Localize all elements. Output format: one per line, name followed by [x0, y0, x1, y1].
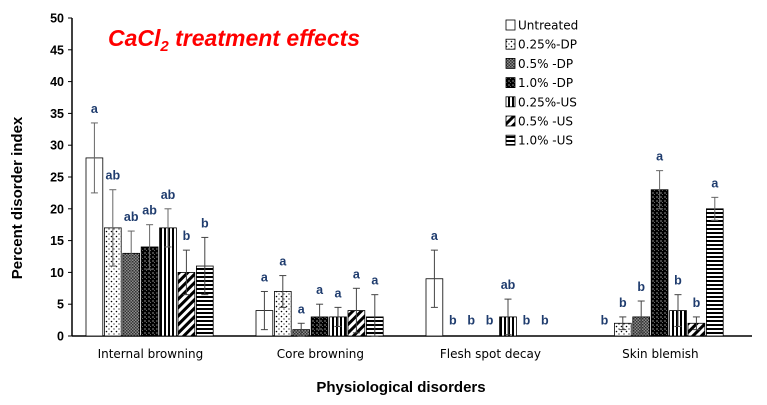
legend-label: 1.0% -DP — [518, 76, 573, 90]
significance-letter: a — [371, 274, 379, 288]
significance-letter: b — [523, 314, 531, 328]
legend-swatch — [505, 19, 516, 31]
legend-label: 0.5% -DP — [518, 57, 573, 71]
legend-swatch — [505, 134, 516, 146]
bar — [650, 189, 669, 337]
legend-label: Untreated — [518, 19, 578, 33]
significance-letter: a — [335, 286, 343, 300]
category-label: Flesh spot decay — [440, 347, 541, 361]
bar — [706, 208, 724, 337]
significance-letter: a — [279, 255, 287, 269]
significance-letter: b — [619, 296, 627, 310]
y-tick-label: 20 — [50, 202, 64, 216]
y-tick-label: 0 — [57, 330, 64, 344]
y-tick-label: 35 — [50, 107, 64, 121]
significance-letter: b — [637, 280, 645, 294]
category-label: Internal browning — [98, 347, 204, 361]
significance-letter: a — [91, 102, 99, 116]
y-tick-label: 40 — [50, 75, 64, 89]
x-axis-label: Physiological disorders — [316, 379, 485, 396]
significance-letter: ab — [501, 278, 516, 292]
category-label: Skin blemish — [622, 347, 699, 361]
significance-letter: b — [541, 314, 549, 328]
significance-letter: a — [711, 176, 719, 190]
category-label: Core browning — [277, 347, 364, 361]
y-tick-label: 45 — [50, 43, 64, 57]
legend: Untreated 0.25%-DP 0.5% -DP 1.0% -DP 0.25%-U… — [505, 19, 578, 148]
significance-letter: b — [183, 229, 191, 243]
significance-letter: b — [449, 314, 457, 328]
significance-letter: ab — [142, 204, 157, 218]
significance-letter: b — [601, 314, 609, 328]
significance-letter: a — [431, 229, 439, 243]
chart-title: CaCl2 treatment effects — [108, 25, 360, 55]
significance-letter: a — [261, 270, 269, 284]
significance-letter: ab — [124, 210, 139, 224]
legend-label: 0.5% -US — [518, 115, 573, 129]
significance-letter: b — [693, 296, 701, 310]
y-tick-label: 30 — [50, 139, 64, 153]
significance-letter: b — [674, 274, 682, 288]
significance-letter: a — [656, 150, 664, 164]
legend-label: 0.25%-US — [518, 95, 577, 109]
y-tick-label: 10 — [50, 266, 64, 280]
significance-letter: ab — [106, 169, 121, 183]
legend-swatch — [505, 58, 516, 69]
legend-label: 1.0% -US — [518, 134, 573, 148]
significance-letter: a — [298, 302, 306, 316]
legend-swatch — [505, 77, 516, 88]
y-tick-label: 25 — [50, 171, 64, 185]
significance-letter: b — [201, 216, 209, 230]
legend-swatch — [505, 96, 516, 108]
y-tick-label: 5 — [57, 298, 64, 312]
legend-label: 0.25%-DP — [518, 38, 577, 52]
legend-swatch — [505, 115, 516, 127]
y-axis-label: Percent disorder index — [9, 116, 26, 279]
significance-letter: b — [486, 314, 494, 328]
significance-letter: a — [316, 283, 324, 297]
significance-letter: b — [467, 314, 475, 328]
y-tick-label: 15 — [50, 234, 64, 248]
significance-letter: a — [353, 267, 361, 281]
legend-swatch — [505, 38, 516, 50]
significance-letter: ab — [161, 188, 176, 202]
y-tick-label: 50 — [50, 12, 64, 26]
